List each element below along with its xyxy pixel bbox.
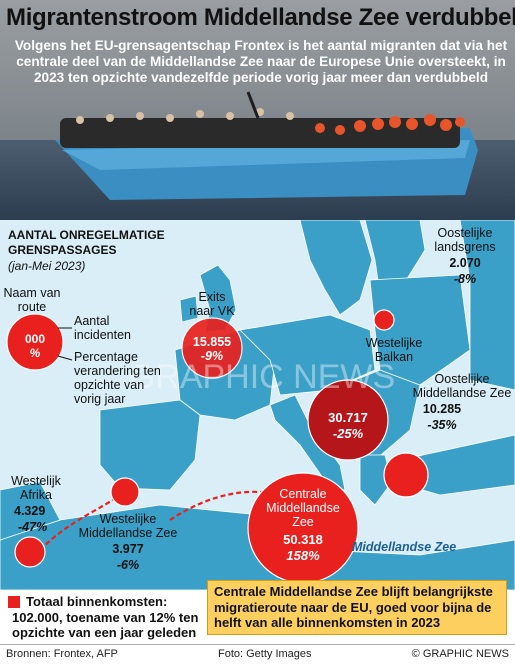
legend-pct-line2: verandering ten [74,364,161,378]
key-callout: Centrale Middellandse Zee blijft belangr… [207,580,507,635]
legend-incidents-line1: Aantal [74,314,110,328]
marker-oost-land [373,309,395,331]
footer-photo-credit: Foto: Getty Images [218,648,312,660]
legend-pct-line4: vorig jaar [74,392,126,406]
legend-sample-value: 000 [24,332,46,346]
map-period: (jan-Mei 2023) [8,259,86,273]
west-afrika-name2: Afrika [20,488,52,502]
oost-med-value: 10.285 [422,402,462,416]
total-square-icon [8,596,20,608]
oost-land-name2: landsgrens [434,240,496,254]
legend-pct-line1: Percentage [74,350,138,364]
west-balkan-name1: Westelijke [365,336,423,350]
west-med-name1: Westelijke [99,512,157,526]
boat-photo [0,0,515,220]
central-med-name1: Centrale [279,487,327,501]
marker-west-balkan [307,379,389,461]
legend-name-line2: route [17,300,47,314]
central-med-value: 50.318 [283,532,323,547]
west-afrika-value: 4.329 [14,504,46,518]
exits-vk-change: -9% [200,349,224,363]
oost-med-name2: Middellandse Zee [412,386,512,400]
total-line2: opzichte van een jaar geleden [12,625,197,640]
page-title: Migrantenstroom Middellandse Zee verdubb… [6,4,515,31]
central-med-name3: Zee [292,515,314,529]
footer-sources: Bronnen: Frontex, AFP [6,648,118,660]
exits-vk-name2: naar VK [189,304,235,318]
legend-name-line1: Naam van [3,286,61,300]
total-title: Totaal binnenkomsten: [26,594,168,609]
west-med-change: -6% [116,558,140,572]
exits-vk-name1: Exits [198,290,226,304]
footer-copyright: © GRAPHIC NEWS [411,648,509,660]
oost-med-name1: Oostelijke [434,372,490,386]
west-balkan-value: 30.717 [328,410,368,425]
europe-map: GRAPHIC NEWS [0,220,515,590]
west-afrika-change: -47% [18,520,48,534]
total-line1: 102.000, toename van 12% ten [12,610,199,625]
legend-pct-line3: opzichte van [74,378,145,392]
map-heading-line2: GRENSPASSAGES [8,243,117,257]
exits-vk-value: 15.855 [192,335,232,349]
legend-marker [6,313,64,371]
watermark: GRAPHIC NEWS [129,358,395,396]
page-subtitle: Volgens het EU-grensagentschap Frontex i… [14,38,508,85]
marker-west-med [110,477,140,507]
marker-west-afrika [14,536,46,568]
sea-label: Middellandse Zee [352,540,457,554]
central-med-change: 158% [286,548,320,563]
west-afrika-name1: Westelijk [11,474,61,488]
legend-sample-pct: % [29,346,41,360]
marker-exits-vk [181,317,243,379]
west-med-name2: Middellandse Zee [78,526,178,540]
west-balkan-change: -25% [332,426,364,441]
map-heading-line1: AANTAL ONREGELMATIGE [8,228,165,242]
oost-med-change: -35% [427,418,457,432]
legend-incidents-line2: incidenten [74,328,131,342]
oost-land-name1: Oostelijke [437,226,493,240]
oost-land-value: 2.070 [449,256,481,270]
west-balkan-name2: Balkan [374,350,414,364]
west-med-value: 3.977 [112,542,144,556]
marker-oost-med [383,452,429,498]
footer: Bronnen: Frontex, AFP Foto: Getty Images… [0,644,515,665]
oost-land-change: -8% [453,272,477,286]
central-med-name2: Middellandse [266,501,340,515]
